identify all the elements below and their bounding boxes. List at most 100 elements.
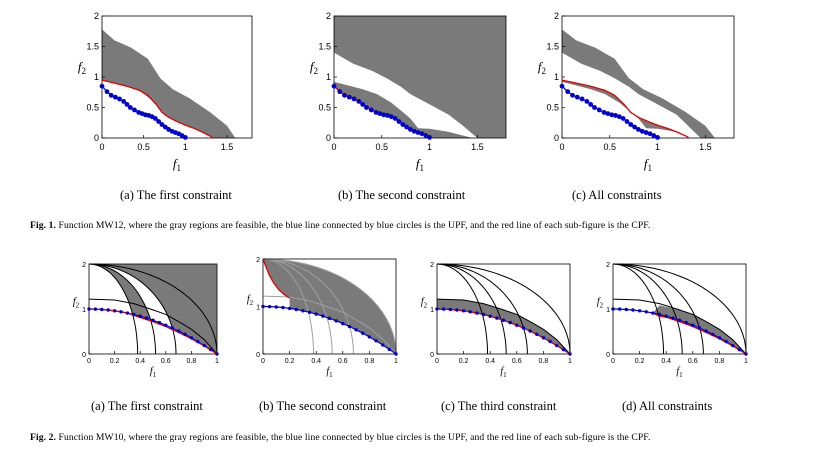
y-tick-label: 0 — [606, 352, 610, 359]
fig1-caption: Fig. 1. Function MW12, where the gray re… — [30, 220, 650, 231]
upf-point — [112, 94, 118, 100]
infeasible-band — [334, 52, 506, 139]
upf-point — [170, 326, 174, 330]
fig1a-panel: 0 0.5 1 1.5 0 0.5 1 1.5 2 f1 f2 — [70, 8, 260, 178]
x-tick-label: 0.8 — [365, 358, 375, 365]
y-tick-label: 1 — [82, 307, 86, 314]
x-tick-label: 0.6 — [161, 358, 171, 365]
upf-point — [568, 352, 572, 356]
upf-point — [644, 310, 648, 314]
upf-point — [144, 316, 149, 320]
upf-point — [152, 116, 158, 121]
y-tick-label: 0 — [94, 133, 99, 143]
x-tick-label: 1.5 — [699, 142, 712, 152]
upf-point — [159, 122, 165, 127]
constraint-arc-1 — [88, 263, 139, 354]
upf-point — [381, 343, 385, 347]
x-tick-label: 0.8 — [187, 358, 197, 365]
fig2-caption-label: Fig. 2. — [30, 432, 57, 443]
upf-point — [617, 307, 622, 311]
y-axis-label: f2 — [73, 297, 80, 310]
constraint-arc-1 — [612, 263, 664, 354]
y-tick-label: 2 — [430, 262, 434, 269]
y-tick-label: 2 — [326, 11, 331, 21]
fig1a-chart: 0 0.5 1 1.5 0 0.5 1 1.5 2 f1 f2 — [78, 11, 253, 173]
upf-point — [331, 83, 337, 89]
upf-point — [396, 119, 402, 124]
upf-point — [151, 318, 155, 322]
y-tick-label: 1 — [430, 307, 434, 314]
upf-point — [356, 99, 362, 104]
y-tick-label: 1 — [256, 305, 260, 312]
upf-point — [274, 305, 278, 309]
y-axis-label: f2 — [421, 297, 428, 310]
x-axis-label: f1 — [416, 156, 424, 173]
upf-point — [346, 94, 352, 100]
upf-point — [164, 323, 168, 327]
x-tick-label: 1 — [215, 358, 219, 365]
constraint-arc-2 — [262, 258, 333, 355]
x-tick-label: 1.5 — [221, 142, 234, 152]
upf-point — [636, 127, 641, 132]
upf-point — [415, 130, 421, 135]
upf-point — [501, 318, 506, 322]
upf-point — [157, 320, 162, 325]
upf-point — [99, 83, 105, 89]
upf-point — [548, 339, 552, 344]
constraint-arc-3 — [436, 263, 528, 355]
x-tick-label: 0.5 — [376, 142, 389, 152]
upf-point — [535, 332, 539, 336]
x-tick-label: 0.4 — [485, 358, 495, 365]
upf-point — [574, 94, 580, 100]
upf-point — [93, 307, 98, 311]
cpf-line — [561, 79, 690, 139]
upf-point — [643, 130, 649, 135]
constraint-arc-1 — [436, 263, 488, 354]
upf-point — [596, 107, 602, 113]
upf-point — [307, 310, 312, 314]
fig1b-subcaption: (b) The second constraint — [338, 188, 466, 202]
upf-point — [704, 329, 708, 333]
upf-point — [717, 336, 722, 340]
upf-point — [684, 320, 688, 325]
fig1b-chart: 0 0.5 1 1.5 0 0.5 1 1.5 2 f1 f2 — [310, 11, 507, 173]
y-axis-label: f2 — [538, 59, 547, 76]
y-tick-label: 0.5 — [546, 103, 559, 113]
x-axis-label: f1 — [644, 156, 652, 173]
upf-point — [697, 326, 702, 330]
upf-point — [125, 311, 130, 315]
upf-point — [448, 307, 452, 312]
upf-point — [435, 307, 439, 311]
upf-point — [624, 119, 630, 124]
upf-point — [455, 308, 459, 312]
x-tick-label: 0.6 — [338, 358, 348, 365]
upf-point — [475, 311, 479, 315]
x-tick-label: 1 — [568, 358, 572, 365]
upf-point — [108, 92, 114, 98]
upf-point — [117, 96, 122, 102]
fig1c-chart: 0 0.5 1 1.5 0 0.5 1 1.5 2 f1 f2 — [538, 11, 735, 173]
upf-point — [481, 312, 486, 317]
upf-point — [374, 339, 378, 343]
upf-point — [87, 307, 91, 311]
upf-point — [657, 312, 662, 317]
upf-point — [616, 114, 622, 120]
y-tick-label: 2 — [82, 262, 86, 269]
y-axis-label: f2 — [597, 297, 604, 310]
x-tick-label: 1 — [655, 142, 660, 152]
upf-point — [609, 112, 615, 118]
upf-point — [281, 305, 285, 310]
upf-point — [334, 319, 338, 323]
constraint-curve-upper — [88, 298, 218, 355]
x-tick-label: 0.2 — [635, 358, 645, 365]
upf-point — [639, 128, 645, 134]
constraint-arc-4 — [436, 263, 571, 355]
upf-point — [132, 107, 137, 113]
upf-point — [711, 332, 715, 336]
upf-point — [521, 326, 526, 330]
y-tick-label: 1 — [606, 307, 610, 314]
upf-point — [631, 308, 635, 312]
fig2c-panel: 0 0.2 0.4 0.6 0.8 1 0 1 2 f1 f2 — [412, 256, 578, 384]
x-tick-label: 0.2 — [459, 358, 469, 365]
upf-point — [387, 347, 392, 352]
